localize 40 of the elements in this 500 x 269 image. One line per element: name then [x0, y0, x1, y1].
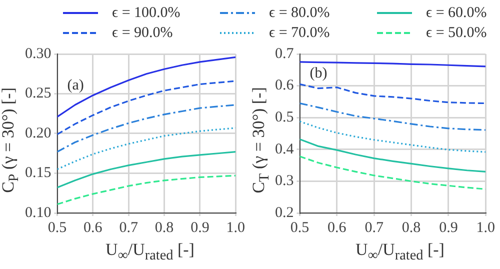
x-tick-label: 0.8: [402, 220, 421, 236]
legend-label: ϵ = 70.0%: [269, 24, 330, 42]
legend-label: ϵ = 50.0%: [426, 24, 487, 42]
y-tick-label: 0.4: [275, 141, 294, 158]
line-series: [57, 174, 236, 206]
y-tick-label: 0.7: [275, 46, 294, 62]
y-tick-label: 0.2: [275, 204, 294, 221]
legend-label: ϵ = 100.0%: [112, 4, 180, 22]
x-tick-label: 0.5: [290, 220, 310, 236]
x-tick-label: 0.9: [439, 220, 458, 236]
y-tick-label: 0.3: [275, 173, 294, 190]
y-tick-label: 0.15: [25, 165, 52, 182]
x-tick-label: 0.6: [328, 220, 347, 236]
line-series: [57, 104, 236, 153]
y-tick-label: 0.6: [275, 78, 294, 94]
x-axis-title: U$_{∞}$/U$_{rated}$ [-]: [354, 240, 446, 264]
annotation: (a): [67, 77, 84, 94]
line-series: [300, 83, 486, 104]
y-tick-label: 0.25: [25, 86, 52, 102]
y-tick-label: 0.5: [275, 110, 294, 126]
legend-label: ϵ = 80.0%: [269, 4, 330, 22]
x-tick-label: 1.0: [476, 220, 495, 236]
x-tick-label: 0.6: [84, 220, 103, 236]
line-series: [300, 102, 486, 131]
y-tick-label: 0.20: [25, 125, 52, 142]
line-series: [57, 127, 236, 170]
legend-label: ϵ = 60.0%: [426, 4, 487, 22]
legend-label: ϵ = 90.0%: [112, 24, 173, 42]
line-series: [300, 120, 486, 153]
y-tick-label: 0.10: [25, 204, 52, 221]
x-axis-title: U$_{∞}$/U$_{rated}$ [-]: [104, 240, 196, 264]
x-tick-label: 0.7: [364, 220, 384, 236]
x-tick-label: 0.7: [119, 220, 138, 236]
x-tick-label: 0.8: [154, 220, 174, 236]
y-tick-label: 0.30: [25, 46, 52, 62]
x-tick-label: 0.5: [48, 220, 67, 236]
annotation: (b): [310, 65, 328, 82]
x-tick-label: 1.0: [226, 220, 245, 236]
x-tick-label: 0.9: [190, 220, 210, 236]
line-series: [57, 80, 236, 136]
